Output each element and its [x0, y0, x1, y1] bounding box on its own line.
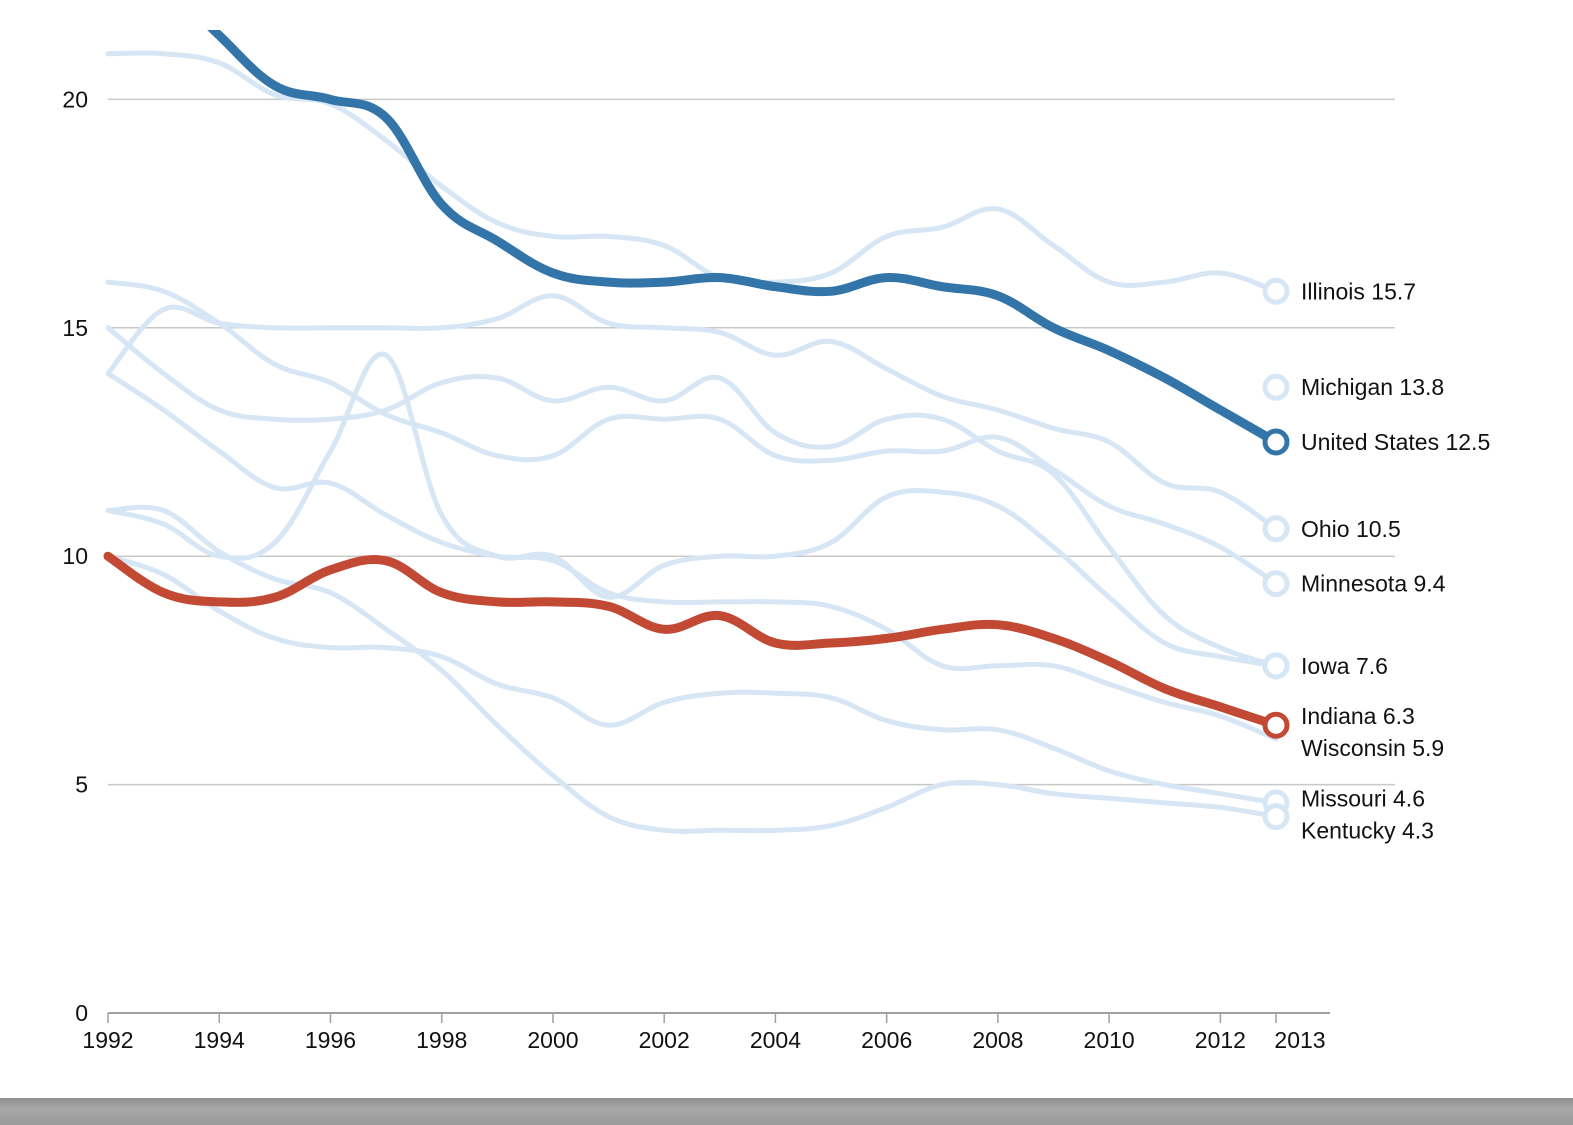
end-marker-united-states: [1262, 428, 1290, 456]
series-line-ohio: [105, 293, 1279, 532]
end-marker-indiana: [1262, 711, 1290, 739]
x-tick-label: 2004: [750, 1027, 801, 1053]
end-marker-ohio: [1262, 515, 1290, 543]
x-tick-label: 2002: [639, 1027, 690, 1053]
x-tick-label: 1992: [82, 1027, 133, 1053]
y-tick-label: 15: [62, 315, 88, 341]
series-line-minnesota: [105, 279, 1279, 587]
x-tick-label: 2013: [1274, 1027, 1325, 1053]
end-marker-kentucky: [1262, 803, 1290, 831]
end-label-illinois: Illinois 15.7: [1301, 278, 1416, 304]
end-label-united-states: United States 12.5: [1301, 429, 1490, 455]
end-label-michigan: Michigan 13.8: [1301, 374, 1444, 400]
end-label-minnesota: Minnesota 9.4: [1301, 571, 1446, 597]
x-tick-label: 1994: [194, 1027, 245, 1053]
y-tick-label: 0: [75, 1000, 88, 1026]
series-line-indiana: [103, 551, 1281, 730]
end-marker-minnesota: [1262, 570, 1290, 598]
series-line-missouri: [105, 553, 1279, 806]
end-marker-michigan: [1262, 373, 1290, 401]
series-line-united-states: [207, 30, 1281, 447]
end-label-ohio: Ohio 10.5: [1301, 516, 1401, 542]
end-marker-illinois: [1262, 277, 1290, 305]
end-label-missouri: Missouri 4.6: [1301, 785, 1425, 811]
y-tick-label: 20: [62, 86, 88, 112]
end-label-iowa: Iowa 7.6: [1301, 653, 1388, 679]
series-line-michigan: [105, 371, 1279, 742]
background-series-lines: [105, 50, 1279, 834]
end-label-kentucky: Kentucky 4.3: [1301, 817, 1434, 843]
x-tick-label: 1996: [305, 1027, 356, 1053]
x-tick-label: 2006: [861, 1027, 912, 1053]
x-tick-label: 1998: [416, 1027, 467, 1053]
series-line-wisconsin: [105, 351, 1279, 669]
y-tick-label: 10: [62, 543, 88, 569]
axes: 0 5 10 15 20 1992 1994 1996 1998 2000 2002 2004 2006…: [62, 86, 1330, 1053]
end-labels: Illinois 15.7 Michigan 13.8 United States …: [1301, 278, 1490, 843]
end-label-indiana: Indiana 6.3: [1301, 703, 1415, 729]
x-tick-label: 2008: [972, 1027, 1023, 1053]
y-tick-label: 5: [75, 772, 88, 798]
series-line-iowa: [105, 325, 1279, 669]
x-tick-label: 2010: [1084, 1027, 1135, 1053]
bottom-bar: [0, 1098, 1573, 1125]
end-marker-wisconsin: [1262, 652, 1290, 680]
end-markers: [1262, 277, 1290, 831]
highlight-series-lines: [103, 30, 1281, 730]
x-tick-label: 2000: [527, 1027, 578, 1053]
x-tick-label: 2012: [1195, 1027, 1246, 1053]
end-label-wisconsin: Wisconsin 5.9: [1301, 735, 1444, 761]
